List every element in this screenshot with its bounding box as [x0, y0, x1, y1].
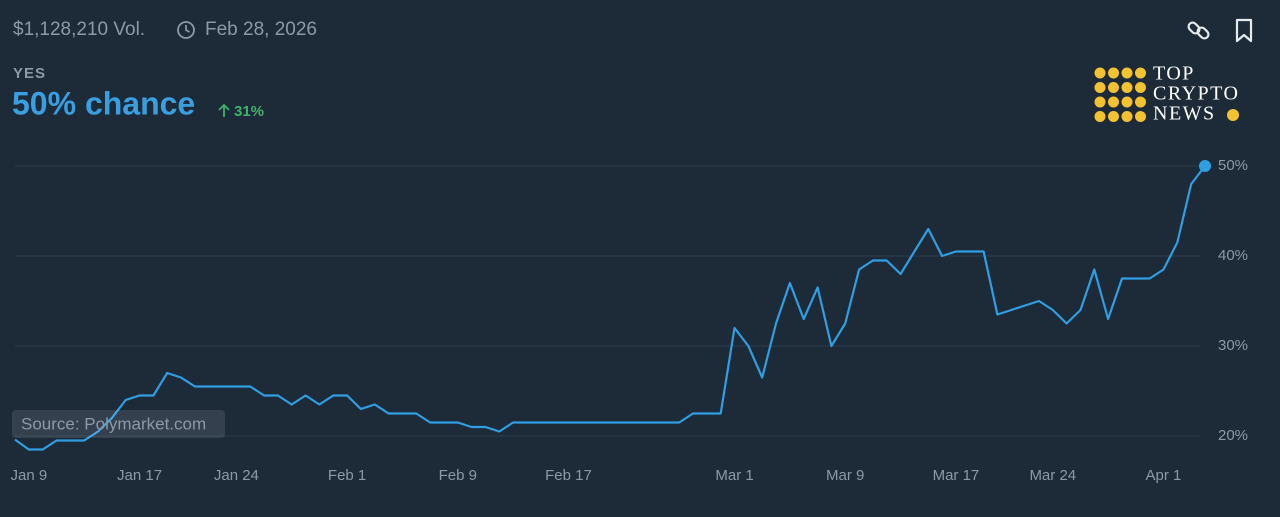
- x-tick-label: Feb 1: [328, 467, 366, 484]
- end-date: Feb 28, 2026: [205, 19, 317, 40]
- line: [14, 165, 1206, 451]
- x-tick-label: Mar 24: [1029, 467, 1076, 484]
- clock-icon: [177, 21, 195, 39]
- logo-dot: [1094, 82, 1106, 93]
- up-arrow: [218, 103, 230, 117]
- logo-text: TOP: [1153, 63, 1195, 85]
- end-dot: [1199, 160, 1211, 172]
- y-tick-label: 30%: [1218, 337, 1248, 354]
- plot: 20% 30% 40% 50% Jan 9 Jan 17 Jan 24 Feb 1 Feb 9 F…: [10, 157, 1248, 484]
- logo-dot: [1094, 67, 1106, 79]
- logo-dot: [1121, 67, 1133, 79]
- logo-dot: [1094, 111, 1106, 122]
- x-tick-label: Mar 17: [933, 467, 980, 484]
- y-tick-label: 50%: [1218, 157, 1248, 174]
- logo-text: CRYPTO: [1153, 83, 1239, 105]
- logo-dot: [1108, 82, 1119, 93]
- logo-dot: [1108, 67, 1119, 79]
- x-tick-label: Jan 17: [117, 467, 162, 484]
- logo-dot: [1121, 82, 1133, 93]
- logo-dot: [1121, 96, 1133, 108]
- logo-mark: [1094, 67, 1146, 122]
- source: Source: Polymarket.com: [21, 414, 206, 433]
- logo-dot: [1108, 96, 1119, 108]
- link-button[interactable]: [1187, 21, 1210, 40]
- x-tick-label: Jan 24: [214, 467, 259, 484]
- x-tick-label: Mar 9: [826, 467, 864, 484]
- logo-dot: [1108, 111, 1119, 122]
- x-tick-label: Feb 9: [439, 467, 477, 484]
- source-box: [12, 410, 225, 438]
- volume: $1,128,210 Vol.: [13, 19, 145, 40]
- x-tick-label: Mar 1: [715, 467, 753, 484]
- logo-dot: [1094, 96, 1106, 108]
- y-tick-label: 20%: [1218, 427, 1248, 444]
- logo-dot: [1135, 67, 1146, 79]
- outcome: YES: [13, 65, 46, 82]
- change: 31%: [234, 103, 264, 120]
- bookmark-button[interactable]: [1235, 18, 1253, 43]
- logo-badge: [1227, 109, 1239, 121]
- x-tick-label: Feb 17: [545, 467, 592, 484]
- logo-text: NEWS: [1153, 103, 1216, 125]
- chance: 50% chance: [12, 85, 195, 121]
- x-tick-label: Jan 9: [10, 467, 47, 484]
- logo-dot: [1121, 111, 1133, 122]
- logo-dot: [1135, 111, 1146, 122]
- logo-dot: [1135, 96, 1146, 108]
- logo-dot: [1135, 82, 1146, 93]
- x-tick-label: Apr 1: [1146, 467, 1182, 484]
- y-tick-label: 40%: [1218, 247, 1248, 264]
